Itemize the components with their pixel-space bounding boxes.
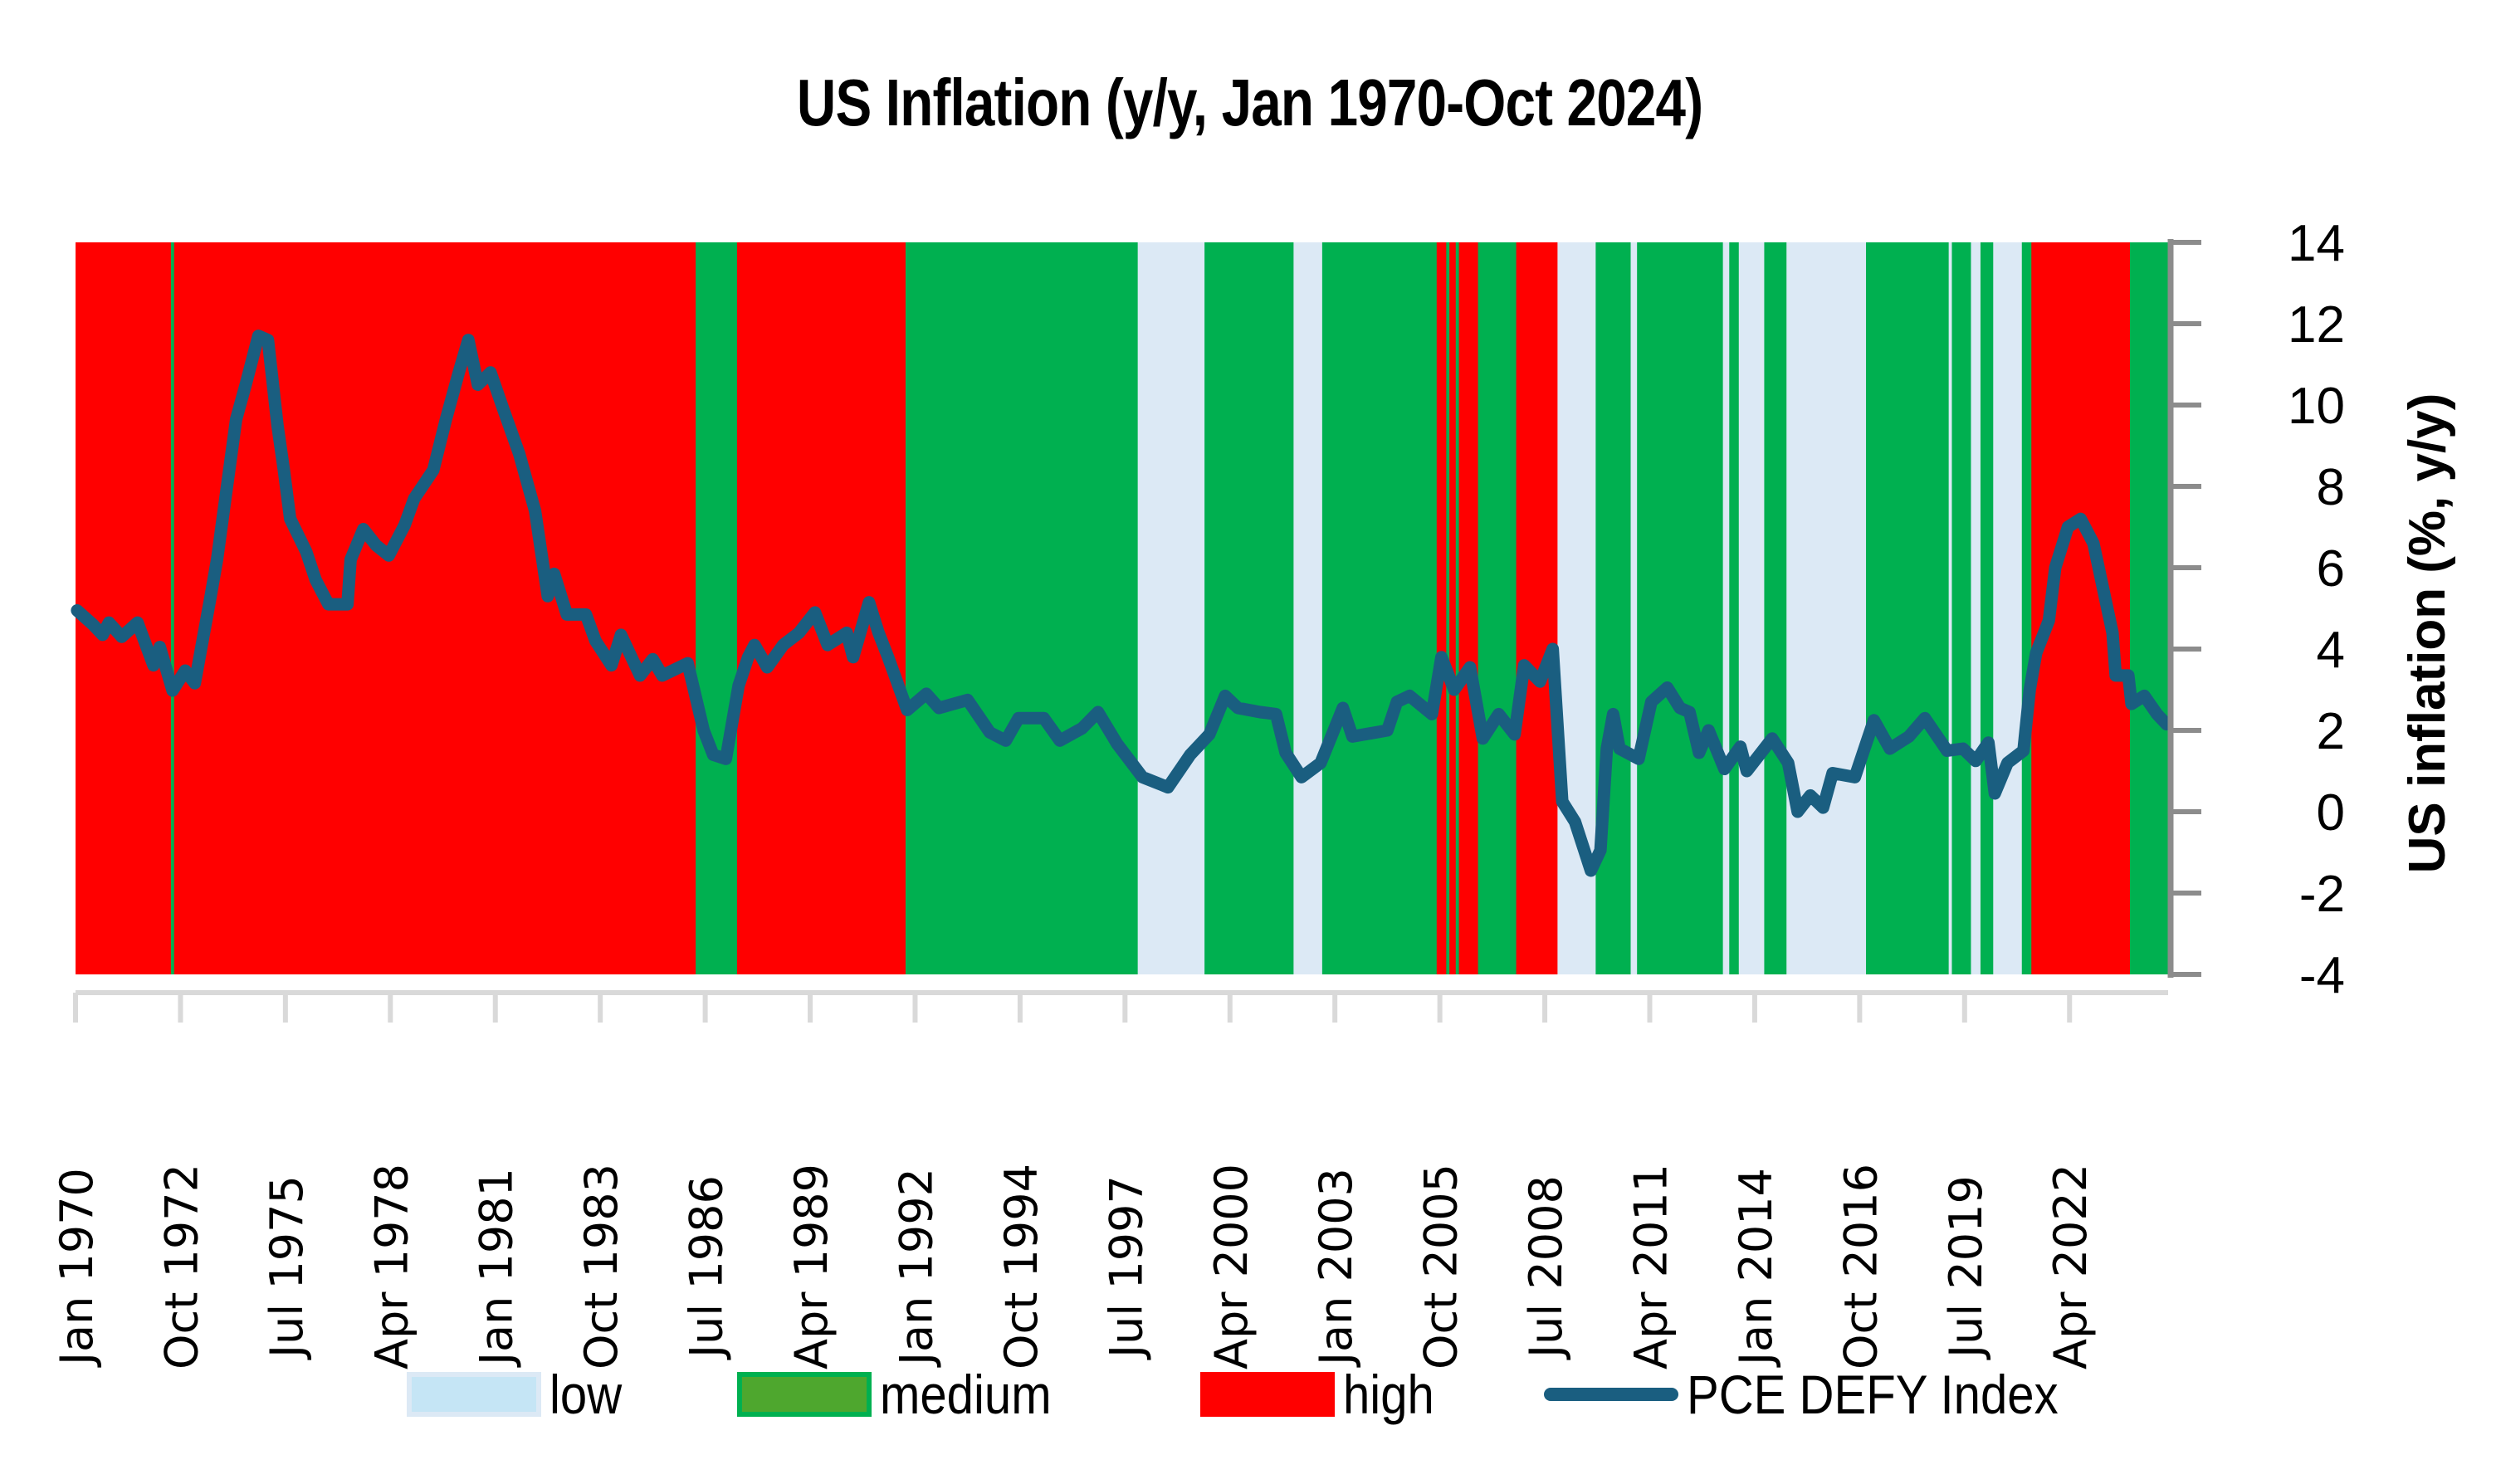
band-medium <box>1595 242 1632 974</box>
x-tick-label: Apr 2000 <box>1205 1164 1258 1369</box>
band-medium <box>1321 242 1438 974</box>
band-medium <box>1951 242 1972 974</box>
y-tick-label: 2 <box>2317 703 2345 760</box>
x-tick-label: Oct 1983 <box>575 1164 628 1369</box>
legend-swatch-high <box>1200 1372 1335 1417</box>
band-high <box>1449 242 1457 974</box>
band-low <box>1722 242 1730 974</box>
legend-label-pce: PCE DEFY Index <box>1687 1364 2059 1425</box>
y-axis-ticks <box>2168 240 2201 977</box>
band-high <box>1516 242 1558 974</box>
x-tick-label: Jul 1986 <box>681 1175 733 1360</box>
band-medium <box>1764 242 1787 974</box>
legend-label-low: low <box>550 1364 623 1425</box>
series-line-pce-defy <box>71 330 2173 877</box>
x-tick-label: Jan 2003 <box>1310 1168 1362 1368</box>
band-low <box>1137 242 1205 974</box>
chart-title: US Inflation (y/y, Jan 1970-Oct 2024) <box>796 66 1703 139</box>
x-tick-label: Oct 2005 <box>1415 1164 1468 1369</box>
legend-swatch-medium <box>737 1372 872 1417</box>
x-axis-tick-labels: Jan 1970 Oct 1972 Jul 1975 Apr 1978 Jan 1981… <box>51 1164 2097 1369</box>
y-tick-label: 0 <box>2317 784 2345 842</box>
x-tick-label: Jan 1970 <box>51 1168 103 1368</box>
y-tick-label: 14 <box>2288 215 2345 272</box>
x-tick-label: Jul 2008 <box>1520 1175 1572 1360</box>
y-tick-label: 8 <box>2317 459 2345 516</box>
band-high <box>1458 242 1479 974</box>
x-tick-label: Apr 2011 <box>1624 1164 1677 1369</box>
x-tick-label: Oct 1994 <box>995 1164 1048 1369</box>
x-tick-label: Apr 1978 <box>365 1164 418 1369</box>
band-medium <box>1729 242 1740 974</box>
x-tick-label: Jul 2019 <box>1940 1175 1992 1360</box>
y-axis-tick-labels: 14 12 10 8 6 4 2 0 -2 -4 <box>2288 215 2345 1004</box>
band-medium <box>2130 242 2169 974</box>
x-tick-label: Oct 2016 <box>1834 1164 1887 1369</box>
band-medium <box>696 242 738 974</box>
x-axis-ticks <box>73 993 2073 1023</box>
y-axis-title: US inflation (%, y/y) <box>2399 393 2456 874</box>
legend-label-high: high <box>1343 1364 1434 1425</box>
legend-item-low: low <box>407 1361 632 1428</box>
band-medium <box>1866 242 1950 974</box>
band-high <box>736 242 906 974</box>
x-tick-label: Jul 1997 <box>1100 1175 1152 1360</box>
band-medium <box>1455 242 1460 974</box>
legend: low medium high PCE DEFY Index <box>0 1361 2496 1428</box>
legend-item-medium: medium <box>737 1361 1075 1428</box>
band-high <box>1436 242 1447 974</box>
regime-bands <box>76 242 2169 974</box>
band-medium <box>905 242 1139 974</box>
band-high <box>173 242 696 974</box>
legend-item-high: high <box>1200 1361 1447 1428</box>
y-tick-label: 12 <box>2288 296 2345 354</box>
y-tick-label: -4 <box>2299 947 2345 1004</box>
legend-swatch-low <box>407 1372 541 1417</box>
band-medium <box>2021 242 2032 974</box>
band-medium <box>170 242 175 974</box>
x-tick-label: Apr 2022 <box>2044 1164 2097 1369</box>
x-tick-label: Oct 1972 <box>155 1164 208 1369</box>
legend-line-swatch <box>1544 1388 1678 1401</box>
band-low <box>1738 242 1766 974</box>
x-tick-label: Jan 1992 <box>890 1168 942 1368</box>
y-tick-label: 4 <box>2317 622 2345 679</box>
x-tick-label: Jul 1975 <box>261 1175 313 1360</box>
band-low <box>1630 242 1638 974</box>
y-tick-label: 10 <box>2288 378 2345 435</box>
band-low <box>1993 242 2023 974</box>
band-low <box>1786 242 1867 974</box>
band-high <box>76 242 172 974</box>
band-low <box>1948 242 1953 974</box>
y-tick-label: -2 <box>2299 866 2345 923</box>
band-medium <box>1478 242 1517 974</box>
band-medium <box>1637 242 1724 974</box>
y-tick-label: 6 <box>2317 540 2345 598</box>
band-low <box>1971 242 1981 974</box>
x-tick-label: Apr 1989 <box>785 1164 838 1369</box>
band-medium <box>1446 242 1450 974</box>
x-tick-label: Jan 2014 <box>1730 1168 1782 1368</box>
band-low <box>1293 242 1323 974</box>
legend-item-pce: PCE DEFY Index <box>1544 1361 2109 1428</box>
series-line-layer <box>71 330 2173 877</box>
band-medium <box>1980 242 1994 974</box>
legend-label-medium: medium <box>880 1364 1052 1425</box>
x-tick-label: Jan 1981 <box>471 1168 523 1368</box>
band-medium <box>1204 242 1294 974</box>
